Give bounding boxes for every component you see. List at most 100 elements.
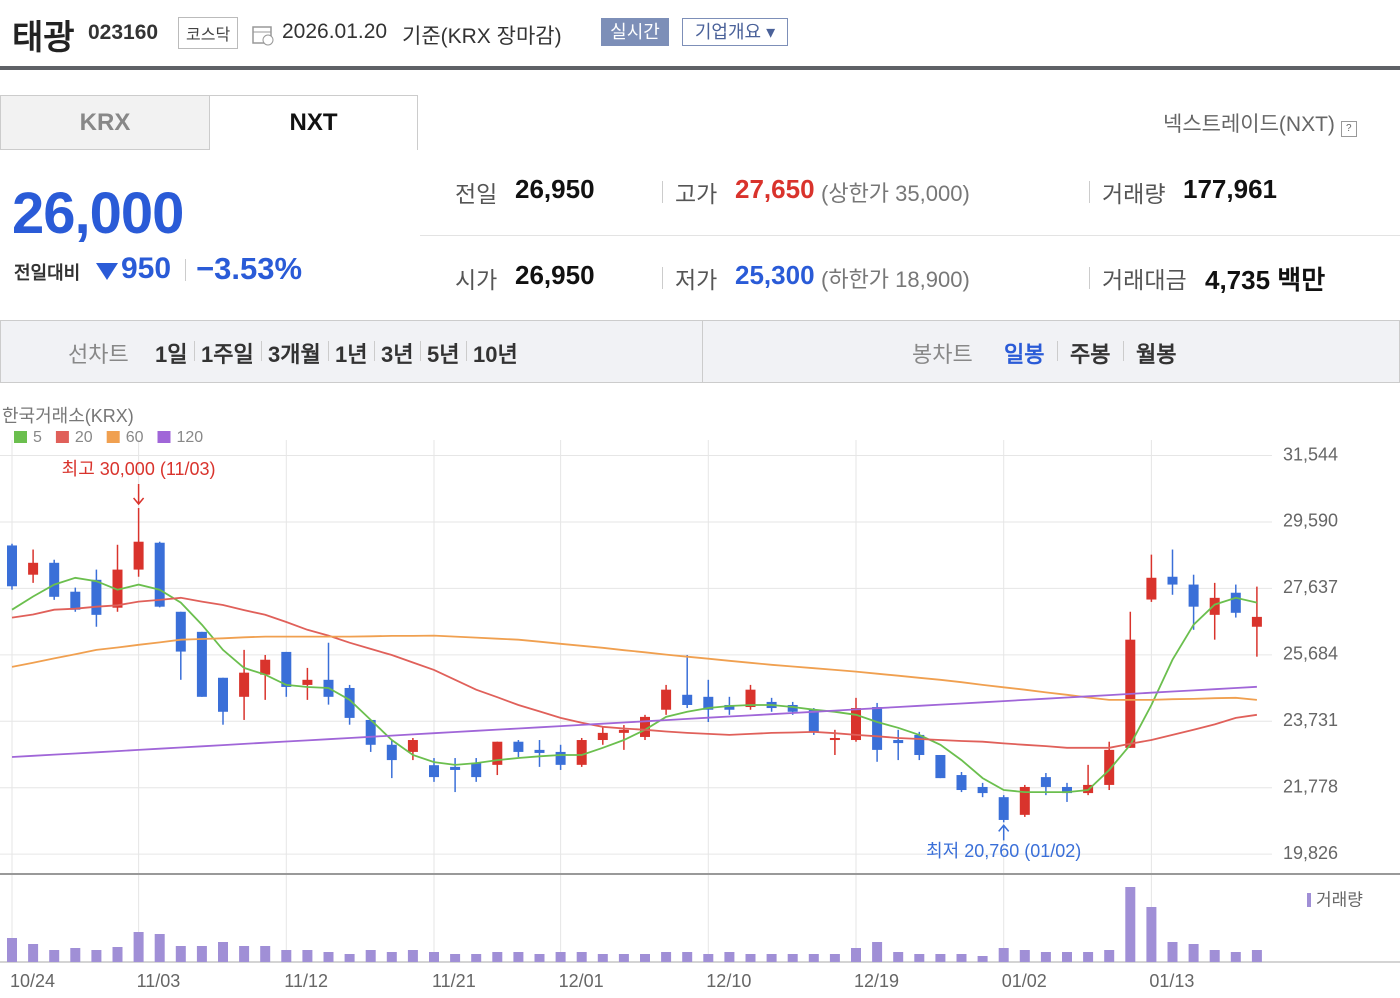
candle-body: [1230, 592, 1241, 613]
candle-body: [260, 659, 271, 675]
volume-bar: [154, 934, 165, 962]
candle-body: [1062, 786, 1072, 794]
volume-bar: [851, 948, 861, 962]
volume-bar: [956, 954, 967, 962]
volume-bar: [1230, 952, 1241, 962]
x-tick-label: 01/13: [1149, 971, 1194, 991]
candle-body: [872, 707, 883, 750]
volume-bar: [492, 952, 503, 962]
volume-bar: [618, 954, 629, 962]
stock-code: 023160: [88, 21, 159, 44]
candle-body: [956, 775, 967, 791]
candle-body: [640, 716, 650, 737]
period-option[interactable]: 5년: [427, 342, 460, 367]
ma-line: [11, 634, 1257, 701]
x-tick-label: 11/12: [284, 971, 328, 991]
period-bar: [0, 320, 1400, 383]
candle-body: [218, 677, 228, 712]
volume-bar: [7, 938, 17, 962]
volume-bar: [534, 954, 545, 962]
stat-value: 177,961: [1183, 174, 1277, 204]
candle-body: [7, 545, 17, 587]
candle-body: [70, 591, 81, 610]
volume-bar: [724, 952, 735, 962]
volume-bar: [935, 954, 946, 962]
y-tick-label: 25,684: [1283, 644, 1338, 664]
x-tick-label: 11/21: [432, 971, 476, 991]
stat-sep: [1089, 267, 1090, 289]
overview-button[interactable]: 기업개요 ▾: [682, 18, 788, 46]
stat-sep: [662, 181, 663, 203]
y-tick-label: 21,778: [1283, 776, 1338, 796]
candle-body: [851, 708, 861, 741]
volume-bar: [1040, 952, 1051, 962]
tab-nxt[interactable]: NXT: [210, 95, 418, 150]
period-divider: [702, 321, 703, 382]
candle-body: [787, 704, 798, 712]
volume-bar: [1083, 952, 1094, 962]
candle-body: [682, 694, 693, 705]
volume-bar: [766, 954, 777, 962]
stat-label: 거래량: [1102, 181, 1166, 207]
down-arrow: [96, 263, 118, 280]
volume-bar: [1146, 907, 1157, 962]
candle-body: [133, 541, 144, 570]
candle-body: [112, 569, 123, 608]
period-sep: [261, 341, 262, 361]
period-option[interactable]: 3개월: [268, 342, 321, 367]
period-option[interactable]: 1일: [155, 342, 188, 367]
basis: 기준(KRX 장마감): [402, 25, 562, 48]
stat-label: 전일: [455, 181, 498, 207]
period-option[interactable]: 3년: [381, 342, 414, 367]
overview-text: 기업개요: [694, 22, 762, 42]
period-sep: [194, 341, 195, 361]
stat-sep: [662, 267, 663, 289]
period-option[interactable]: 10년: [473, 342, 518, 367]
header: 태광 023160 코스닥 2026.01.20 기준(KRX 장마감) 실시간…: [0, 0, 1400, 70]
candle-option[interactable]: 일봉: [1004, 342, 1045, 367]
high-annotation: 최고 30,000 (11/03): [62, 459, 216, 479]
stat-label: 시가: [455, 267, 498, 293]
volume-bar: [745, 954, 756, 962]
period-sep: [420, 341, 421, 361]
candle-body: [281, 651, 292, 687]
volume-bar: [471, 954, 482, 962]
volume-bar: [386, 952, 397, 962]
volume-bar: [1167, 942, 1178, 962]
low-annotation: 최저 20,760 (01/02): [926, 841, 1081, 861]
x-tick-label: 10/24: [10, 971, 55, 991]
x-tick-label: 11/03: [137, 971, 181, 991]
legend-label: 5: [33, 429, 42, 446]
stat-sep: [1089, 181, 1090, 203]
period-option[interactable]: 1년: [335, 342, 368, 367]
tab-krx[interactable]: KRX: [0, 95, 210, 150]
period-sep: [466, 341, 467, 361]
volume-bar: [196, 946, 207, 962]
candle-option[interactable]: 월봉: [1136, 342, 1177, 367]
header-rule: [0, 66, 1400, 70]
legend-swatch: [14, 431, 27, 443]
volume-bar: [555, 952, 566, 962]
candle-body: [429, 765, 439, 778]
volume-bar: [1062, 952, 1072, 962]
ma-line: [11, 596, 1258, 749]
y-tick-label: 19,826: [1283, 843, 1338, 863]
period-option[interactable]: 1주일: [201, 342, 254, 367]
volume-bar: [429, 952, 439, 962]
nxt-link[interactable]: 넥스트레이드(NXT) ?: [1163, 108, 1357, 138]
volume-bar: [450, 954, 461, 962]
candle-body: [534, 749, 545, 753]
stat-label: 고가: [675, 181, 718, 207]
volume-bar: [1125, 887, 1136, 962]
candle-option[interactable]: 주봉: [1070, 342, 1111, 367]
volume-bar: [914, 954, 925, 962]
volume-bar: [829, 954, 840, 962]
candle-body: [914, 734, 925, 755]
volume-bar: [1209, 950, 1220, 962]
volume-bar: [597, 954, 608, 962]
legend-label: 60: [126, 429, 144, 446]
volume-bar: [661, 952, 672, 962]
realtime-button[interactable]: 실시간: [601, 18, 669, 46]
candle-body: [513, 741, 524, 752]
volume-legend-swatch: [1307, 893, 1311, 907]
